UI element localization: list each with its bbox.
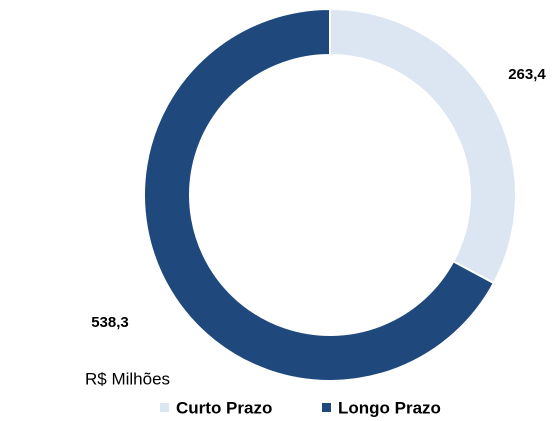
unit-note: R$ Milhões (85, 369, 170, 388)
legend-label: Curto Prazo (176, 398, 272, 417)
data-label: 538,3 (91, 314, 129, 331)
legend-label: Longo Prazo (338, 398, 441, 417)
legend-swatch (322, 403, 331, 412)
legend-swatch (160, 403, 169, 412)
donut-slice (143, 7, 496, 382)
data-label: 263,4 (508, 66, 546, 83)
donut-slice (329, 7, 517, 285)
